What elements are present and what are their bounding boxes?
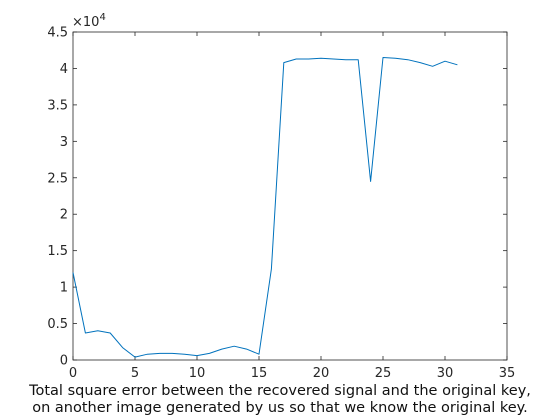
axis-ticks [72,31,508,361]
caption-line-2: on another image generated by us so that… [32,400,528,416]
y-exponent-power: 4 [99,12,105,23]
y-exponent-base: ×10 [72,15,99,30]
caption-line-1: Total square error between the recovered… [29,383,531,399]
y-tick-label: 3 [60,135,68,150]
figure-caption: Total square error between the recovered… [0,383,560,417]
x-tick-label: 5 [131,366,139,381]
y-tick-label: 1.5 [47,244,68,259]
series-line [72,57,458,358]
y-tick-label: 2 [60,208,68,223]
x-tick-label: 15 [251,366,268,381]
y-tick-label: 4.5 [47,26,68,41]
y-exponent-label: ×104 [72,12,106,30]
x-tick-label: 0 [69,366,77,381]
plot-area [72,31,508,361]
y-tick-label: 3.5 [47,98,68,113]
x-tick-label: 25 [375,366,392,381]
x-tick-label: 10 [189,366,206,381]
x-tick-label: 35 [499,366,516,381]
x-tick-label: 30 [437,366,454,381]
axis-tick-labels: 0 5 10 15 20 25 30 35 0 0.5 1 1.5 2 2.5 3 3.5 4 4.5 [47,26,515,382]
x-tick-label: 20 [313,366,330,381]
y-tick-label: 1 [60,281,68,296]
y-tick-label: 0 [60,354,68,369]
data-series [72,57,458,358]
y-tick-label: 4 [60,62,68,77]
y-tick-label: 0.5 [47,317,68,332]
y-tick-label: 2.5 [47,171,68,186]
